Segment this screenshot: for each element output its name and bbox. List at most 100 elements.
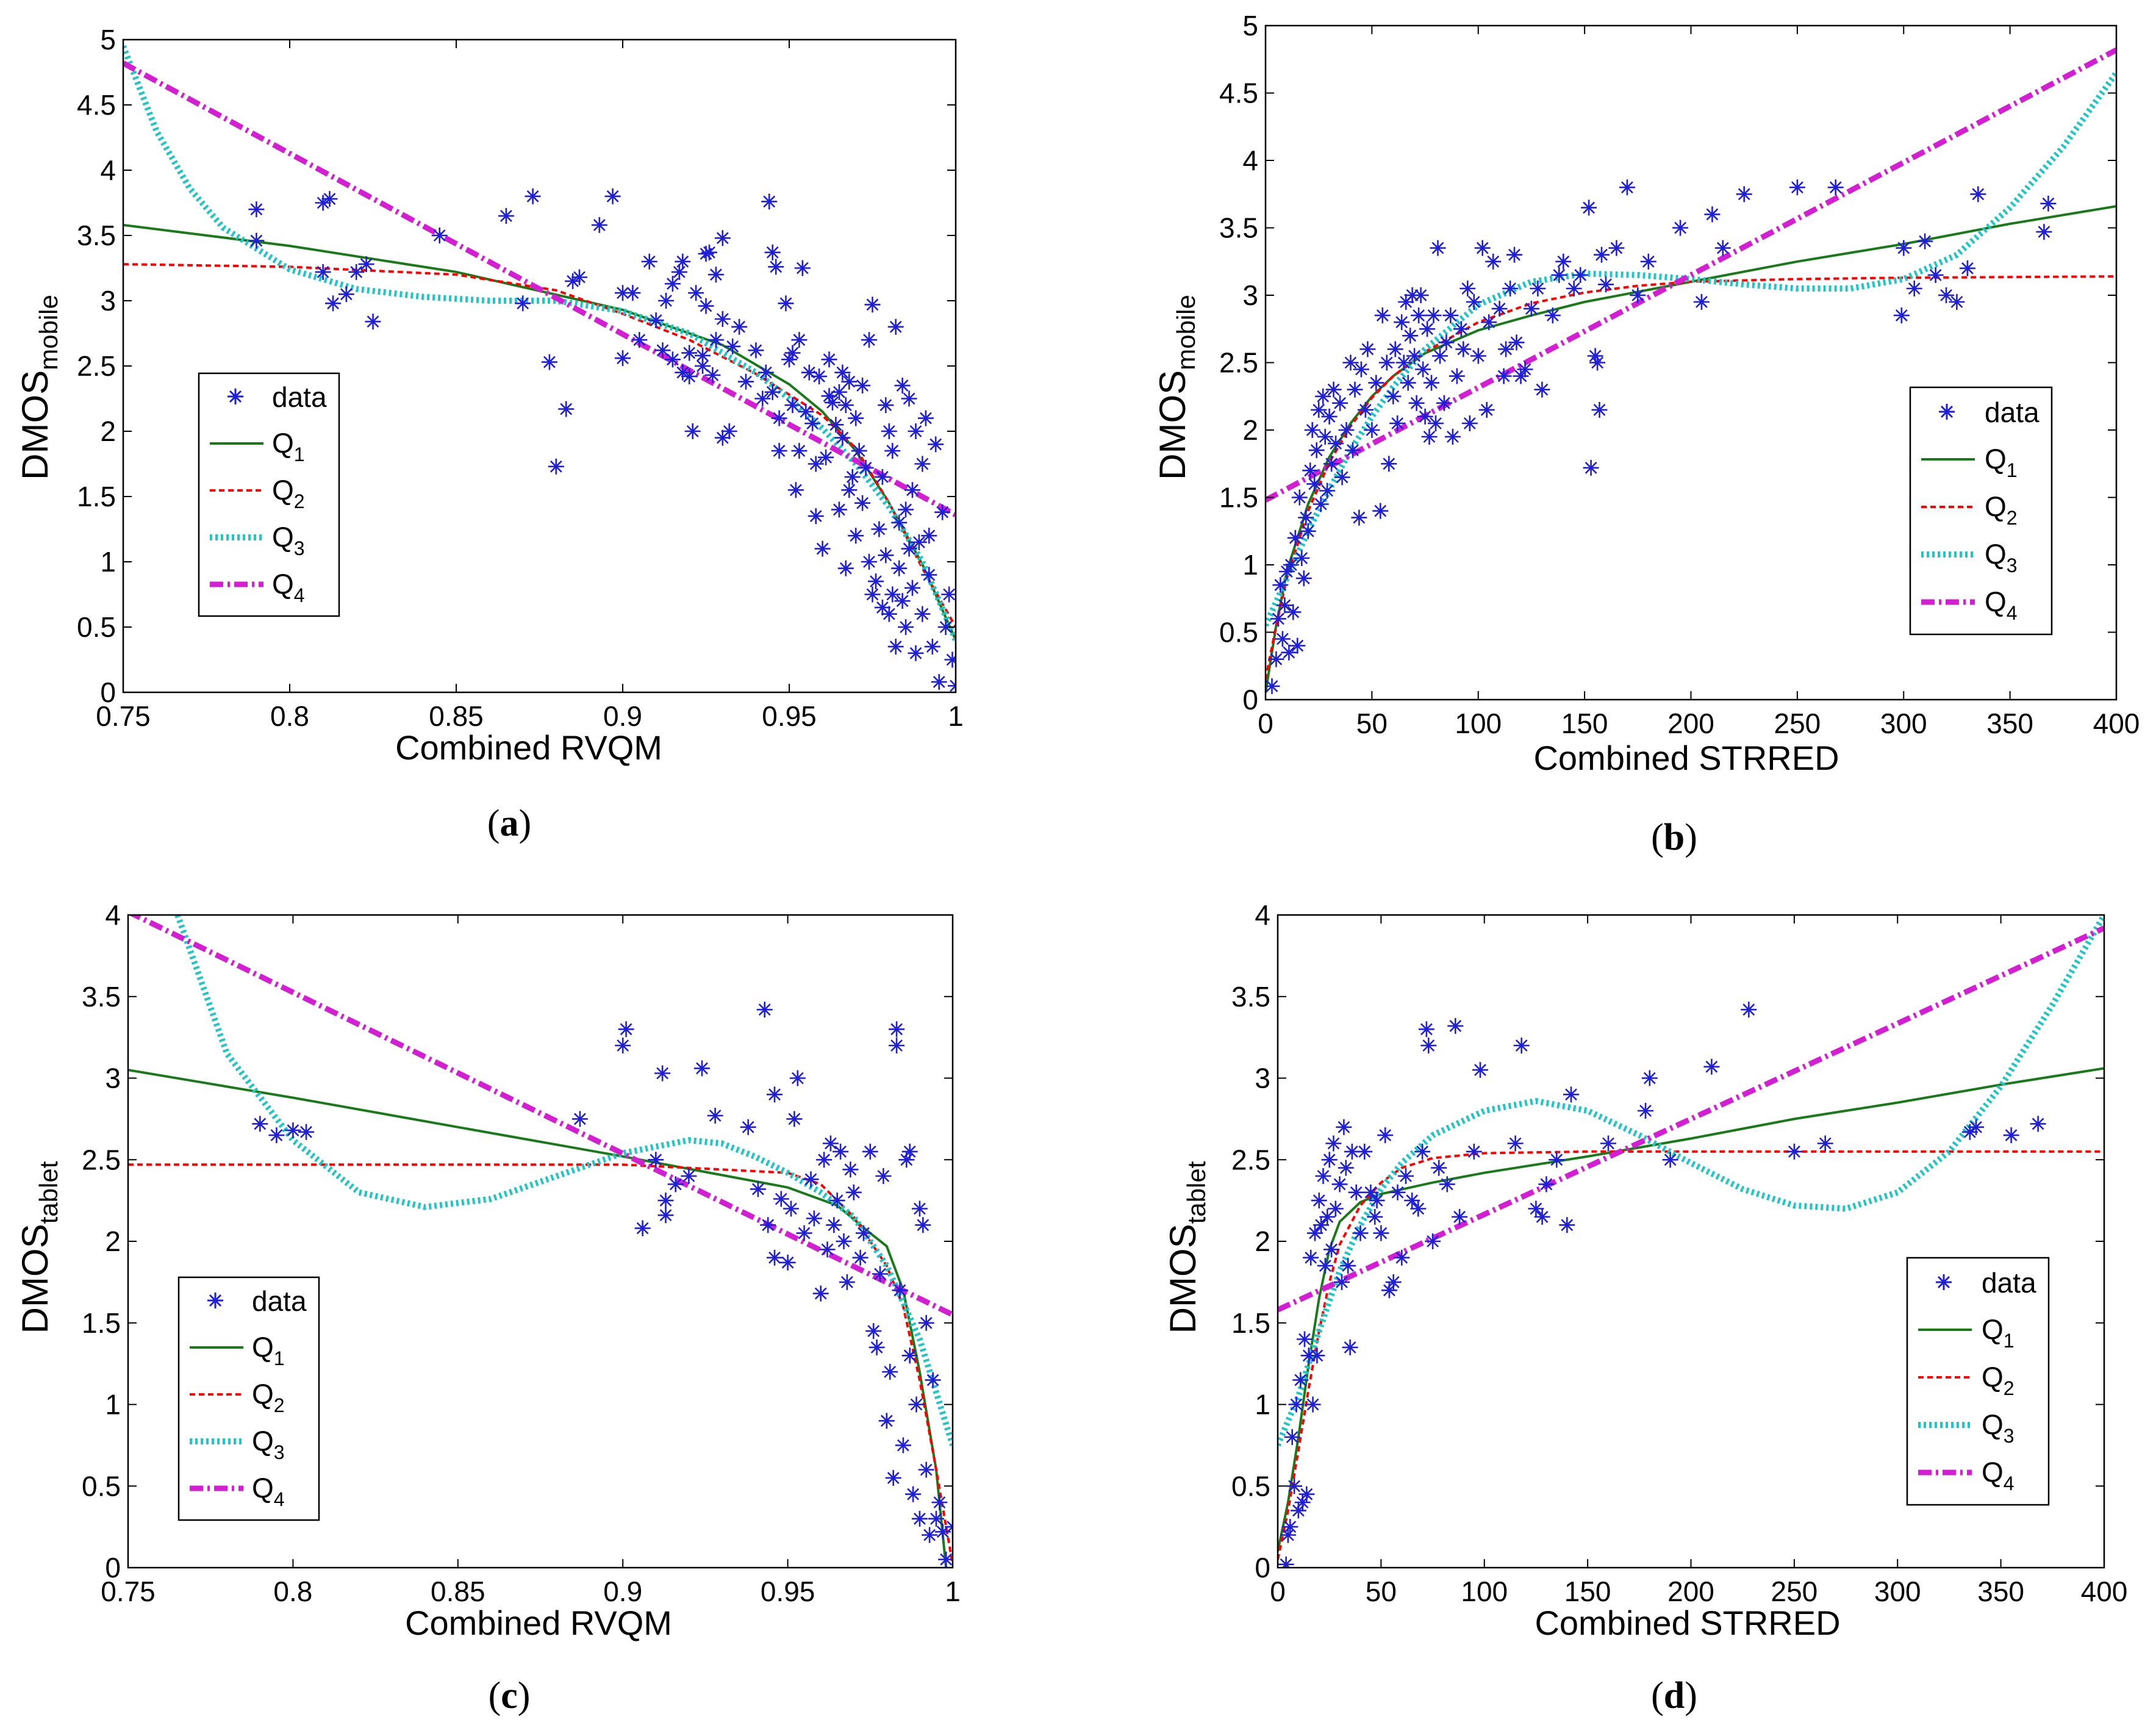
panel-b-data-point xyxy=(1714,240,1731,256)
panel-b-ylabel-sub: mobile xyxy=(1172,295,1200,370)
panel-d-legend-Q2-label: Q2 xyxy=(1982,1361,2015,1399)
panel-a-data-point xyxy=(804,415,821,432)
panel-b-data-point xyxy=(1470,348,1486,364)
panel-b-data-point xyxy=(1530,281,1546,296)
panel-a-data-point xyxy=(798,403,814,420)
panel-a-data-point xyxy=(921,567,937,583)
panel-c-data-point xyxy=(615,1038,631,1053)
panel-a-data-point xyxy=(784,397,801,414)
panel-c-data-point xyxy=(779,1254,796,1271)
panel-b-data-point xyxy=(1896,240,1912,256)
panel-a-legend-Q1-letter: Q xyxy=(272,427,294,459)
panel-a-data-point xyxy=(754,390,771,407)
panel-b-legend-Q2-label: Q2 xyxy=(1985,490,2018,529)
panel-c-data-point xyxy=(760,1217,776,1233)
panel-b-data-point xyxy=(1359,341,1376,357)
panel-d-data-point xyxy=(1559,1217,1575,1233)
panel-a-data-point xyxy=(731,318,748,335)
panel-b-data-point xyxy=(1442,307,1459,324)
panel-b-data-point xyxy=(1506,246,1522,263)
panel-d-data-point xyxy=(1367,1208,1383,1225)
panel-a-data-point xyxy=(911,534,927,550)
panel-a-data-point xyxy=(338,286,354,303)
panel-d-data-point xyxy=(1418,1021,1434,1038)
panel-b-data-point xyxy=(1321,408,1338,425)
panel-d-legend-Q4-letter: Q xyxy=(1982,1456,2004,1488)
panel-a-data-point xyxy=(248,232,265,249)
panel-b-data-point xyxy=(1285,604,1302,620)
panel-a-data-point xyxy=(325,295,341,312)
panel-a-legend-Q2-sub: 2 xyxy=(294,490,305,512)
panel-c-data-point xyxy=(856,1225,872,1241)
panel-a-data-point xyxy=(757,364,774,381)
panel-c-data-point xyxy=(875,1168,892,1184)
panel-b-data-point xyxy=(1704,206,1721,223)
panel-d: DMOStablet Combined STRRED (d) 0 50 100 150… xyxy=(1162,899,2127,1716)
panel-a-data-point xyxy=(558,401,575,417)
panel-b-data-point xyxy=(1502,281,1519,296)
panel-b-data-point xyxy=(1481,314,1497,331)
panel-c-data-point xyxy=(750,1181,766,1197)
panel-b-data-point xyxy=(1566,281,1582,296)
panel-b-xlabel: Combined STRRED xyxy=(1533,739,1839,777)
panel-d-data-point xyxy=(1447,1017,1464,1034)
panel-a-ytick-label: 0.5 xyxy=(77,611,116,643)
panel-a-xtick-label: 0.95 xyxy=(762,700,817,732)
panel-c-ytick-label: 0.5 xyxy=(82,1470,121,1502)
panel-b-data-point xyxy=(1466,294,1482,310)
panel-c-data-point xyxy=(901,1143,918,1160)
panel-c-legend-data-label: data xyxy=(252,1285,307,1317)
panel-c-xtick-label: 0.95 xyxy=(761,1576,815,1607)
panel-d-legend-Q1-label: Q1 xyxy=(1982,1313,2015,1352)
panel-b-data-point xyxy=(1408,395,1425,411)
panel-d-data-point xyxy=(2030,1116,2046,1132)
panel-d-legend-Q4: Q4 xyxy=(1918,1456,2015,1494)
panel-a-data-point xyxy=(821,351,837,368)
panel-a-data-point xyxy=(825,394,840,411)
panel-b-data-point xyxy=(1300,523,1316,539)
panel-a-ytick-label: 3.5 xyxy=(77,220,116,251)
panel-c-curve-Q4 xyxy=(128,915,953,1318)
svg-text:DMOSmobile: DMOSmobile xyxy=(15,295,63,480)
panel-a-legend-Q2: Q2 xyxy=(210,474,305,512)
panel-a-data-point xyxy=(904,579,920,596)
panel-a-legend-Q2-label: Q2 xyxy=(272,474,305,512)
panel-d-data-point xyxy=(1313,1217,1330,1233)
panel-d-data-point xyxy=(1538,1176,1555,1193)
panel-a-data-point xyxy=(861,332,877,348)
panel-d-legend: data Q1 Q2 Q3 Q4 xyxy=(1906,1257,2050,1506)
panel-b-data-point xyxy=(1406,348,1423,364)
panel-d-data-point xyxy=(1404,1193,1420,1209)
panel-c-legend-Q1: Q1 xyxy=(190,1331,285,1369)
panel-d-data-point xyxy=(1309,1347,1325,1364)
panel-b-data-point xyxy=(1372,503,1389,519)
panel-a-data-point xyxy=(828,417,844,433)
panel-d-data-point xyxy=(1325,1135,1342,1152)
panel-b-data-point xyxy=(1428,415,1444,431)
panel-c-data-point xyxy=(796,1225,812,1241)
panel-b-legend-data: data xyxy=(1939,396,2040,428)
panel-b-legend: data Q1 Q2 Q3 Q4 xyxy=(1909,386,2053,636)
panel-c-legend-Q4-label: Q4 xyxy=(252,1472,285,1510)
panel-a-data-point xyxy=(818,449,834,465)
panel-b-data-point xyxy=(1295,570,1312,587)
panel-a-data-point xyxy=(358,256,374,273)
panel-c-data-point xyxy=(694,1060,710,1077)
panel-d-data-point xyxy=(1286,1478,1303,1494)
panel-a-ytick-label: 1 xyxy=(100,546,116,578)
panel-b-legend-data-marker xyxy=(1939,404,1955,420)
panel-c-ytick-label: 1.5 xyxy=(82,1307,121,1339)
panel-b-data-point xyxy=(1351,509,1367,526)
panel-b-data-point xyxy=(1523,301,1539,317)
panel-a-data-point xyxy=(365,314,381,330)
panel-a-legend-Q4-sub: 4 xyxy=(294,584,305,606)
panel-b-data-point xyxy=(1594,246,1610,263)
panel-b-data-point xyxy=(2036,224,2052,240)
panel-c-data-point xyxy=(740,1119,756,1135)
panel-c-data-point xyxy=(895,1437,911,1454)
panel-c-data-point xyxy=(885,1469,901,1486)
panel-b-data-point xyxy=(1381,456,1397,472)
panel-b-data-point xyxy=(1581,199,1597,216)
panel-b-data-point xyxy=(1298,509,1314,526)
